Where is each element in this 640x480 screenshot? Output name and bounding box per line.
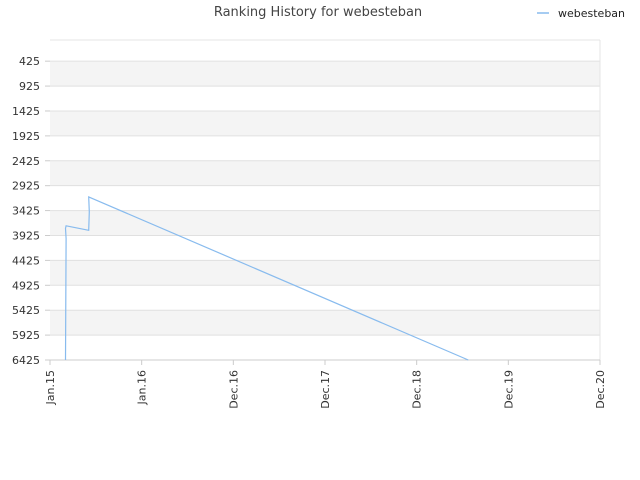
x-tick-label: Jan.15 [44,370,57,405]
y-tick-label: 3925 [12,229,40,242]
x-tick-label: Dec.16 [227,370,240,409]
grid-band [50,160,600,186]
legend: webesteban [537,7,625,20]
y-tick-label: 925 [19,80,40,93]
grid-band [50,135,600,161]
series-line-webesteban [64,195,469,361]
grid-bands [50,40,600,360]
x-tick-label: Dec.17 [319,370,332,409]
legend-label-webesteban: webesteban [558,7,625,20]
y-tick-label: 425 [19,55,40,68]
grid-band [50,61,600,87]
y-tick-label: 1925 [12,130,40,143]
grid-band [50,40,600,62]
y-tick-label: 5925 [12,329,40,342]
grid-band [50,235,600,261]
y-tick-label: 2925 [12,180,40,193]
x-tick-label: Dec.18 [411,370,424,409]
y-tick-label: 3425 [12,205,40,218]
y-tick-label: 6425 [12,354,40,367]
y-tick-label: 2425 [12,155,40,168]
y-tick-label: 4425 [12,254,40,267]
grid-band [50,110,600,136]
grid-band [50,310,600,336]
grid-band [50,285,600,311]
grid-band [50,335,600,360]
grid-band [50,210,600,236]
x-tick-label: Jan.16 [136,370,149,405]
x-axis-ticks: Jan.15 Jan.16 Dec.16 Dec.17 Dec.18 Dec.19 Dec.… [44,360,607,409]
y-tick-label: 4925 [12,279,40,292]
chart-title: Ranking History for webesteban [214,5,422,20]
x-tick-label: Dec.19 [502,370,515,409]
series-lines [64,195,469,361]
grid-band [50,185,600,211]
x-tick-label: Dec.20 [594,370,607,409]
grid-band [50,86,600,111]
y-tick-label: 1425 [12,105,40,118]
y-axis-ticks: 425 925 1425 1925 2425 2925 3425 3925 4425 4925 54… [12,55,50,367]
y-tick-label: 5425 [12,304,40,317]
grid-band [50,260,600,286]
